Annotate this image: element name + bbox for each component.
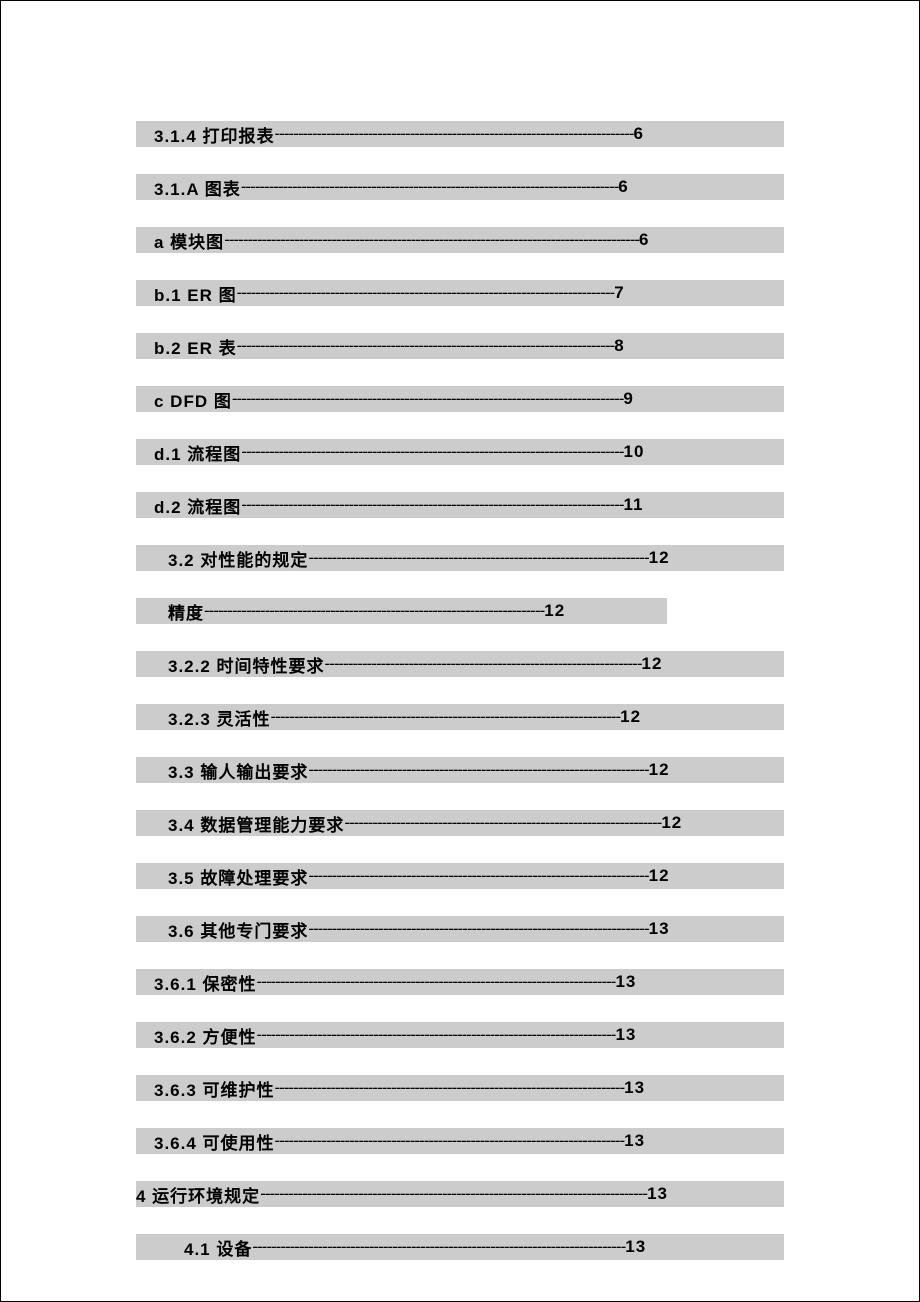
toc-page-number: 10	[624, 442, 645, 462]
toc-label: 3.6.2 方便性	[154, 1023, 257, 1048]
toc-page-number: 13	[624, 1078, 645, 1098]
toc-page-number: 6	[639, 230, 649, 250]
toc-entry: 3.1.A 图表--------------------------------…	[136, 174, 784, 200]
toc-leader-dashes: ----------------------------------------…	[241, 495, 623, 515]
toc-page-number: 13	[615, 1025, 636, 1045]
toc-entry: 3.6.1 保密性-------------------------------…	[136, 969, 784, 995]
toc-leader-dashes: ----------------------------------------…	[325, 654, 642, 674]
toc-entry: b.1 ER 图--------------------------------…	[136, 280, 784, 306]
toc-entry: 精度--------------------------------------…	[136, 598, 667, 624]
toc-label: 3.6.4 可使用性	[154, 1129, 275, 1154]
toc-label: 3.6.1 保密性	[154, 970, 257, 995]
toc-entry: 3.3 输人输出要求------------------------------…	[136, 757, 784, 783]
toc-label: 3.2.3 灵活性	[168, 705, 271, 730]
toc-entry: b.2 ER 表--------------------------------…	[136, 333, 784, 359]
toc-entry: c DFD 图---------------------------------…	[136, 386, 784, 412]
toc-page-number: 12	[661, 813, 682, 833]
toc-page-number: 12	[649, 548, 670, 568]
toc-entry: a 模块图-----------------------------------…	[136, 227, 784, 253]
toc-leader-dashes: ----------------------------------------…	[204, 601, 544, 621]
toc-leader-dashes: ----------------------------------------…	[275, 1131, 625, 1151]
toc-label: 3.4 数据管理能力要求	[168, 811, 344, 836]
toc-entry: d.1 流程图---------------------------------…	[136, 439, 784, 465]
toc-entry: d.2 流程图---------------------------------…	[136, 492, 784, 518]
toc-label: d.2 流程图	[154, 493, 241, 518]
toc-entry: 3.6 其他专门要求------------------------------…	[136, 916, 784, 942]
toc-page-number: 13	[649, 919, 670, 939]
toc-entry: 4 运行环境规定--------------------------------…	[136, 1181, 784, 1207]
toc-leader-dashes: ----------------------------------------…	[257, 972, 616, 992]
toc-page-number: 13	[615, 972, 636, 992]
toc-leader-dashes: ----------------------------------------…	[275, 124, 634, 144]
toc-label: d.1 流程图	[154, 440, 241, 465]
toc-entry: 3.2.3 灵活性-------------------------------…	[136, 704, 784, 730]
toc-leader-dashes: ----------------------------------------…	[275, 1078, 625, 1098]
toc-leader-dashes: ----------------------------------------…	[260, 1184, 647, 1204]
toc-label: 3.1.A 图表	[154, 175, 241, 200]
toc-label: b.2 ER 表	[154, 334, 237, 359]
toc-entry: 3.5 故障处理要求------------------------------…	[136, 863, 784, 889]
toc-leader-dashes: ----------------------------------------…	[241, 442, 623, 462]
toc-page-number: 12	[642, 654, 663, 674]
toc-entry: 3.6.4 可使用性------------------------------…	[136, 1128, 784, 1154]
toc-page-number: 6	[618, 177, 628, 197]
toc-page-number: 8	[614, 336, 624, 356]
toc-label: 4 运行环境规定	[136, 1182, 260, 1207]
toc-label: 3.2 对性能的规定	[168, 546, 308, 571]
toc-label: 3.2.2 时间特性要求	[168, 652, 325, 677]
toc-leader-dashes: ----------------------------------------…	[271, 707, 621, 727]
toc-leader-dashes: ----------------------------------------…	[308, 866, 648, 886]
toc-leader-dashes: ----------------------------------------…	[257, 1025, 616, 1045]
toc-page-number: 6	[633, 124, 643, 144]
toc-page-number: 7	[614, 283, 624, 303]
toc-entry: 4.1 设备----------------------------------…	[136, 1234, 784, 1260]
toc-page-number: 12	[544, 601, 565, 621]
toc-page-number: 12	[620, 707, 641, 727]
toc-label: a 模块图	[154, 228, 224, 253]
toc-page-number: 12	[649, 760, 670, 780]
toc-leader-dashes: ----------------------------------------…	[308, 760, 648, 780]
toc-label: 3.1.4 打印报表	[154, 122, 275, 147]
toc-label: c DFD 图	[154, 387, 232, 412]
toc-label: 3.6 其他专门要求	[168, 917, 308, 942]
toc-leader-dashes: ----------------------------------------…	[237, 336, 615, 356]
toc-leader-dashes: ----------------------------------------…	[344, 813, 661, 833]
toc-entry: 3.2.2 时间特性要求----------------------------…	[136, 651, 784, 677]
toc-leader-dashes: ----------------------------------------…	[308, 919, 648, 939]
toc-leader-dashes: ----------------------------------------…	[241, 177, 619, 197]
toc-entry: 3.2 对性能的规定------------------------------…	[136, 545, 784, 571]
toc-entry: 3.6.3 可维护性------------------------------…	[136, 1075, 784, 1101]
toc-container: 3.1.4 打印报表------------------------------…	[136, 121, 784, 1260]
toc-label: 精度	[168, 599, 204, 624]
toc-leader-dashes: ----------------------------------------…	[237, 283, 615, 303]
toc-entry: 3.4 数据管理能力要求----------------------------…	[136, 810, 784, 836]
toc-leader-dashes: ----------------------------------------…	[308, 548, 648, 568]
toc-label: 3.6.3 可维护性	[154, 1076, 275, 1101]
toc-entry: 3.1.4 打印报表------------------------------…	[136, 121, 784, 147]
toc-page-number: 13	[624, 1131, 645, 1151]
toc-page-number: 9	[623, 389, 633, 409]
toc-entry: 3.6.2 方便性-------------------------------…	[136, 1022, 784, 1048]
toc-leader-dashes: ----------------------------------------…	[252, 1237, 625, 1257]
toc-page-number: 12	[649, 866, 670, 886]
toc-leader-dashes: ----------------------------------------…	[224, 230, 639, 250]
toc-label: b.1 ER 图	[154, 281, 237, 306]
toc-label: 4.1 设备	[184, 1235, 252, 1260]
toc-page-number: 11	[624, 495, 644, 515]
toc-page-number: 13	[647, 1184, 668, 1204]
toc-page-number: 13	[625, 1237, 646, 1257]
toc-leader-dashes: ----------------------------------------…	[232, 389, 624, 409]
toc-label: 3.3 输人输出要求	[168, 758, 308, 783]
toc-label: 3.5 故障处理要求	[168, 864, 308, 889]
